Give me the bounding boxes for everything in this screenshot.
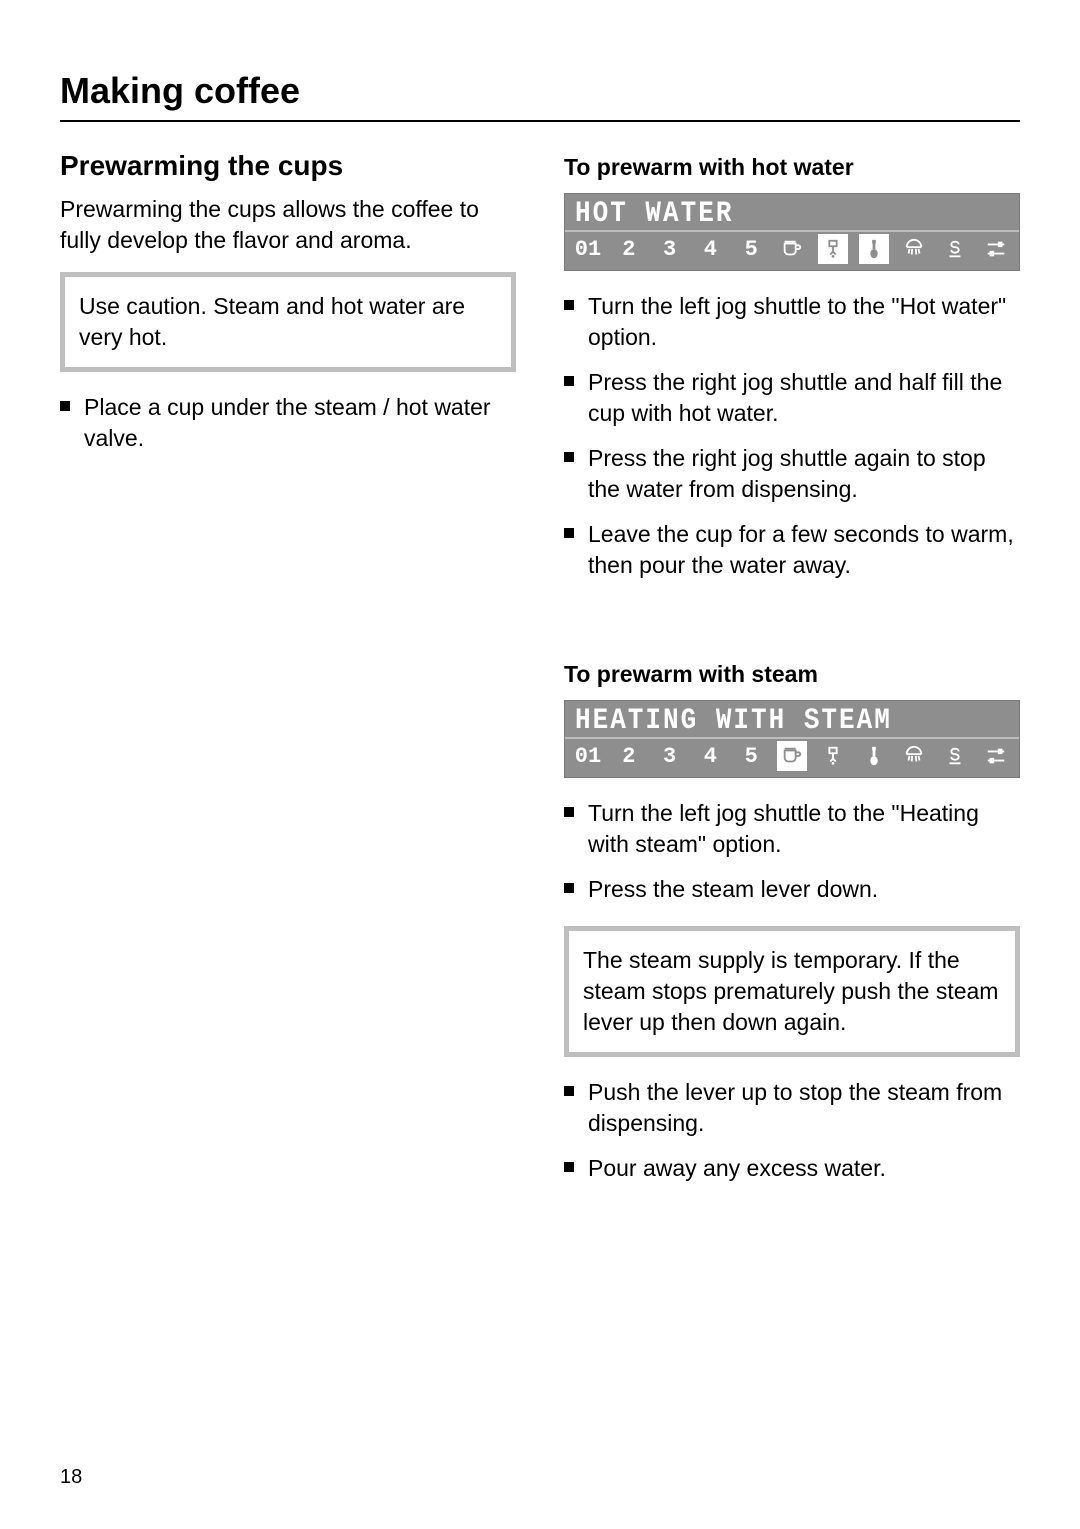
list-item: Turn the left jog shuttle to the "Heatin…	[564, 798, 1020, 860]
valve-icon	[818, 234, 848, 264]
steam-steps-b: Push the lever up to stop the steam from…	[564, 1077, 1020, 1184]
display-icons-row: 01 2345	[565, 230, 1019, 270]
settings-icon	[981, 741, 1011, 771]
list-item: Turn the left jog shuttle to the "Hot wa…	[564, 291, 1020, 353]
left-steps: Place a cup under the steam / hot water …	[60, 392, 516, 454]
page-title: Making coffee	[60, 70, 1020, 122]
steam-heading: To prewarm with steam	[564, 661, 1020, 688]
hotwater-steps: Turn the left jog shuttle to the "Hot wa…	[564, 291, 1020, 581]
display-digit: 2	[614, 234, 644, 264]
list-item: Place a cup under the steam / hot water …	[60, 392, 516, 454]
list-item: Push the lever up to stop the steam from…	[564, 1077, 1020, 1139]
display-digit: 3	[655, 234, 685, 264]
settings-icon	[981, 234, 1011, 264]
steam-steps-a: Turn the left jog shuttle to the "Heatin…	[564, 798, 1020, 905]
s-icon	[940, 234, 970, 264]
content-columns: Prewarming the cups Prewarming the cups …	[60, 150, 1020, 1204]
prewarming-heading: Prewarming the cups	[60, 150, 516, 182]
display-digit: 01	[573, 741, 603, 771]
list-item: Leave the cup for a few seconds to warm,…	[564, 519, 1020, 581]
display-label: HEATING WITH STEAM	[565, 699, 1019, 740]
steam-icon	[859, 234, 889, 264]
display-digit: 5	[736, 741, 766, 771]
display-digit: 2	[614, 741, 644, 771]
display-panel-steam: HEATING WITH STEAM 01 2345	[564, 700, 1020, 778]
display-digit: 01	[573, 234, 603, 264]
caution-note: Use caution. Steam and hot water are ver…	[60, 272, 516, 372]
display-digit: 3	[655, 741, 685, 771]
shower-icon	[899, 234, 929, 264]
prewarming-intro: Prewarming the cups allows the coffee to…	[60, 194, 516, 256]
hotwater-heading: To prewarm with hot water	[564, 154, 1020, 181]
cup-icon	[777, 234, 807, 264]
display-icons-row: 01 2345	[565, 737, 1019, 777]
display-digit: 5	[736, 234, 766, 264]
cup-icon	[777, 741, 807, 771]
shower-icon	[899, 741, 929, 771]
s-icon	[940, 741, 970, 771]
display-digit: 4	[695, 741, 725, 771]
list-item: Press the right jog shuttle and half fil…	[564, 367, 1020, 429]
list-item: Press the steam lever down.	[564, 874, 1020, 905]
display-digit: 4	[695, 234, 725, 264]
steam-icon	[859, 741, 889, 771]
page-number: 18	[60, 1466, 82, 1489]
display-panel-hotwater: HOT WATER 01 2345	[564, 193, 1020, 271]
steam-note: The steam supply is temporary. If the st…	[564, 926, 1020, 1057]
left-column: Prewarming the cups Prewarming the cups …	[60, 150, 516, 1204]
valve-icon	[818, 741, 848, 771]
right-column: To prewarm with hot water HOT WATER 0123…	[564, 150, 1020, 1204]
list-item: Press the right jog shuttle again to sto…	[564, 443, 1020, 505]
display-label: HOT WATER	[565, 191, 1019, 232]
list-item: Pour away any excess water.	[564, 1153, 1020, 1184]
